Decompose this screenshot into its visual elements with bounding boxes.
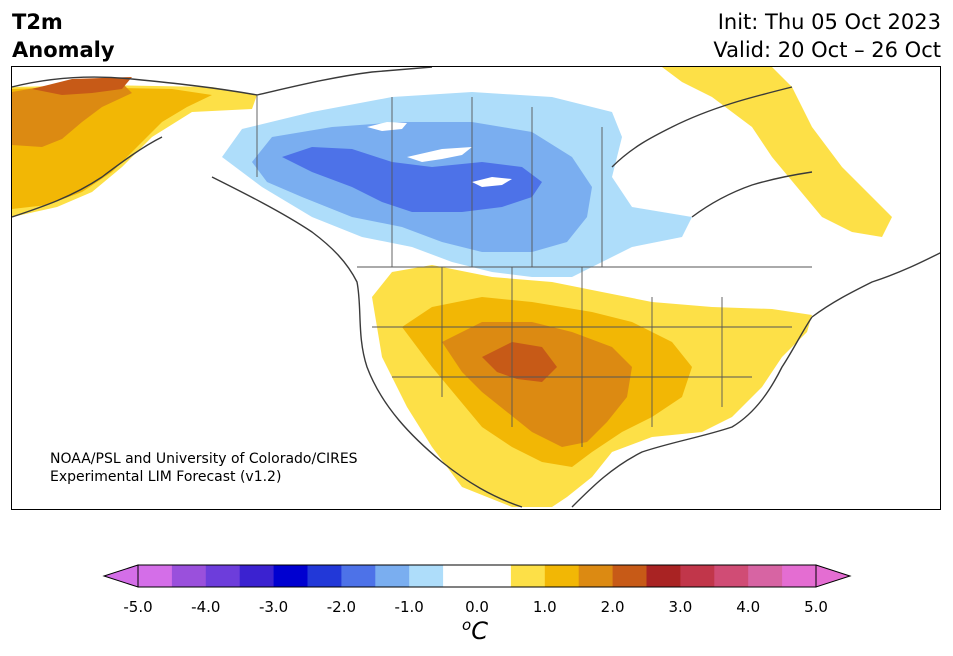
greenland-warm-region [662, 67, 892, 237]
colorbar-segment [138, 565, 173, 587]
alaska-warm-region-4 [32, 77, 132, 95]
credit-text: NOAA/PSL and University of Colorado/CIRE… [50, 450, 358, 486]
colorbar-tick-label: 3.0 [668, 598, 693, 616]
colorbar-tick-label: 1.0 [532, 598, 557, 616]
colorbar-segment [477, 565, 512, 587]
colorbar-segment [748, 565, 783, 587]
title-line-anomaly: Anomaly [12, 38, 115, 62]
colorbar-segment [171, 565, 207, 587]
colorbar-tick-label: -2.0 [326, 598, 357, 616]
unit-celsius: C [471, 617, 488, 645]
colorbar-segment [239, 565, 275, 587]
colorbar-tick-label: 2.0 [600, 598, 625, 616]
colorbar-tick-label: 4.0 [736, 598, 761, 616]
colorbar-tick-label: -4.0 [191, 598, 221, 616]
valid-range: Valid: 20 Oct – 26 Oct [713, 38, 941, 62]
anomaly-map: NOAA/PSL and University of Colorado/CIRE… [11, 66, 941, 510]
colorbar-segment [510, 565, 546, 587]
us-warm-region-4 [482, 342, 557, 382]
great-slave-lake [407, 147, 472, 162]
great-bear-lake [367, 122, 407, 131]
colorbar-unit: oC [462, 616, 488, 645]
colorbar-tick-label: 5.0 [804, 598, 828, 616]
lake-winnipeg [472, 177, 512, 187]
borders [256, 95, 812, 447]
credit-line-2: Experimental LIM Forecast (v1.2) [50, 469, 282, 485]
colorbar-segment [646, 565, 681, 587]
colorbar-segment [782, 565, 817, 587]
colorbar-segment [714, 565, 749, 587]
map-canvas [12, 67, 940, 508]
colorbar-segment [307, 565, 342, 587]
colorbar-segment [273, 565, 308, 587]
colorbar-max-extension [815, 564, 852, 588]
colorbar-segment [443, 565, 478, 587]
colorbar-tick-label: 0.0 [465, 598, 489, 616]
canada-cold-region-3 [282, 147, 542, 212]
colorbar-segment [375, 565, 410, 587]
colorbar-segment [409, 565, 444, 587]
colorbar-segment [544, 565, 580, 587]
title-line-variable: T2m [12, 10, 63, 34]
colorbar-outline [137, 564, 817, 588]
init-date: Init: Thu 05 Oct 2023 [717, 10, 941, 34]
colorbar-segment [341, 565, 376, 587]
map-title: T2m Anomaly [12, 8, 115, 64]
alaska-warm-region-3 [12, 83, 132, 147]
colorbar-segment [612, 565, 647, 587]
colorbar-segment [578, 565, 614, 587]
coastlines [12, 67, 940, 508]
credit-line-1: NOAA/PSL and University of Colorado/CIRE… [50, 451, 358, 467]
colorbar-segment [205, 565, 241, 587]
colorbar-tick-label: -5.0 [123, 598, 153, 616]
colorbar-tick-label: -1.0 [394, 598, 424, 616]
colorbar-segment [680, 565, 715, 587]
colorbar [102, 564, 852, 588]
colorbar-min-extension [102, 564, 139, 588]
unit-degree: o [462, 616, 472, 634]
forecast-dates: Init: Thu 05 Oct 2023 Valid: 20 Oct – 26… [713, 8, 941, 64]
colorbar-tick-label: -3.0 [258, 598, 289, 616]
colorbar-segments [102, 564, 852, 588]
